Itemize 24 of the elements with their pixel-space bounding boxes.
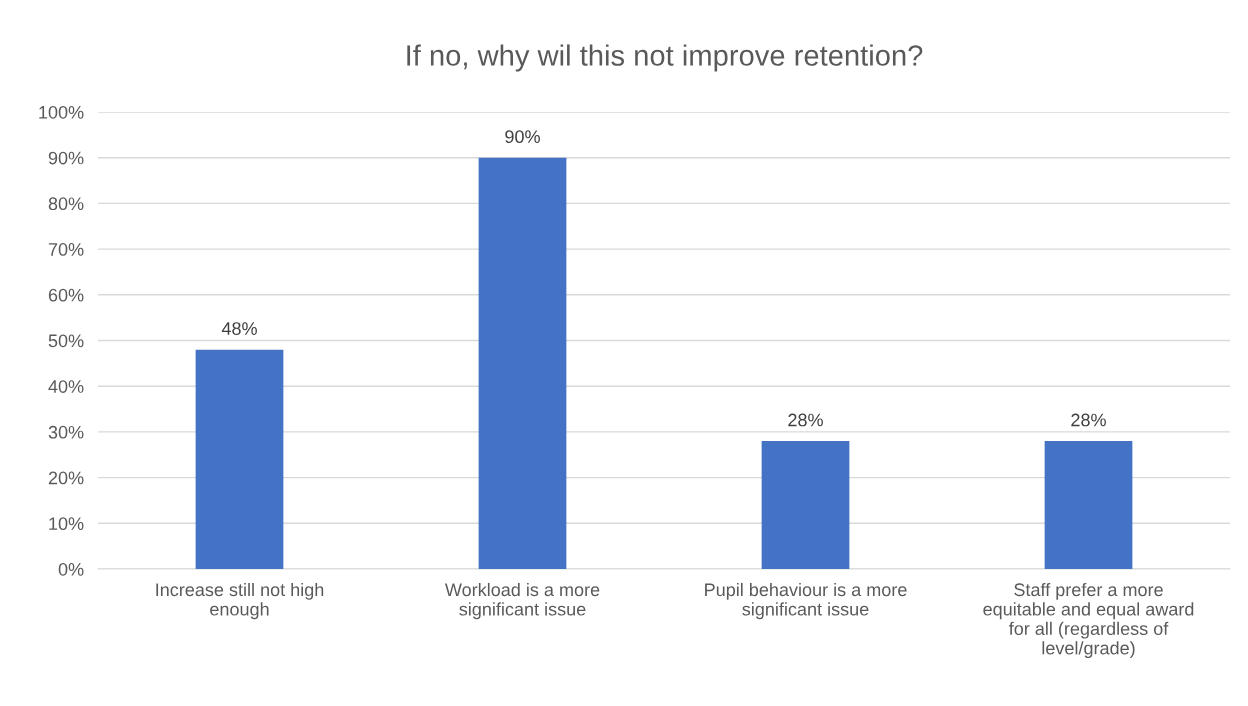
data-label: 90% bbox=[505, 130, 540, 144]
y-tick-label: 50% bbox=[48, 334, 84, 348]
y-tick-label: 70% bbox=[48, 243, 84, 256]
x-tick-label: Pupil behaviour is a more significant issue bbox=[705, 582, 907, 620]
y-tick-label: 40% bbox=[48, 380, 84, 393]
data-label: 48% bbox=[221, 322, 257, 335]
x-tick-label: Staff prefer a more equitable and equal award for all (regardless of level/grade) bbox=[983, 582, 1194, 659]
x-tick-label: Workload is a more significant issue bbox=[444, 582, 600, 620]
bar bbox=[478, 157, 567, 569]
chart-title: If no, why wil this not improve retention? bbox=[407, 44, 923, 72]
y-tick-label: 60% bbox=[48, 288, 84, 302]
bar bbox=[761, 441, 850, 569]
y-tick-label: 30% bbox=[48, 425, 84, 439]
data-label: 28% bbox=[788, 413, 823, 427]
x-tick-label: Increase still not high enough bbox=[156, 582, 324, 620]
y-tick-label: 10% bbox=[49, 517, 84, 531]
data-label: 28% bbox=[1071, 413, 1106, 427]
y-tick-label: 80% bbox=[48, 197, 84, 211]
bar bbox=[195, 349, 284, 569]
y-tick-label: 100% bbox=[39, 105, 84, 119]
y-tick-label: 0% bbox=[58, 562, 84, 576]
y-tick-label: 20% bbox=[48, 471, 84, 485]
y-tick-label: 90% bbox=[48, 151, 84, 165]
bar bbox=[1044, 441, 1133, 569]
